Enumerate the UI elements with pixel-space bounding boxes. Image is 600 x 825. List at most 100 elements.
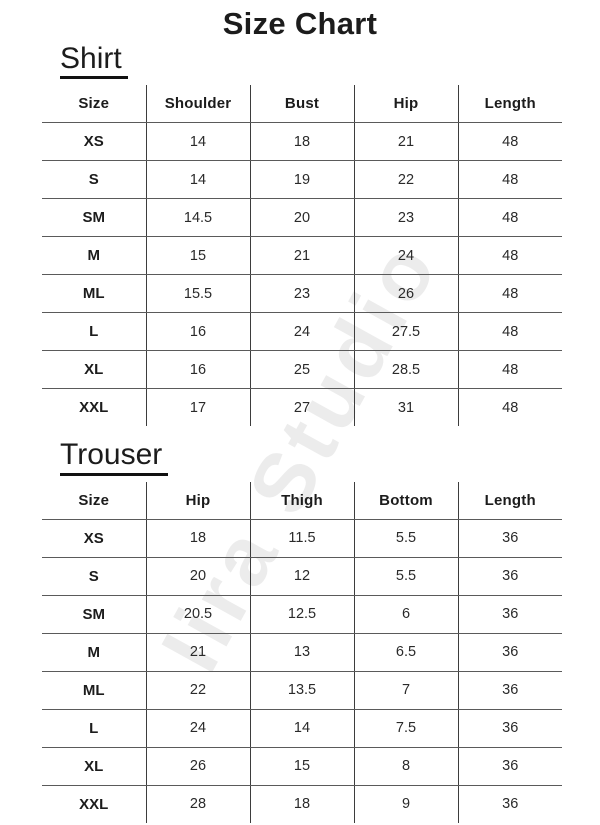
value-cell: 22 xyxy=(353,160,458,200)
value-cell: 14 xyxy=(145,122,250,162)
value-cell: 22 xyxy=(145,671,250,710)
table-row: SM 20.5 12.5 6 36 xyxy=(42,595,562,634)
value-cell: 48 xyxy=(457,350,562,390)
column-header: Bottom xyxy=(353,481,458,520)
value-cell: 12 xyxy=(249,557,354,596)
value-cell: 48 xyxy=(457,198,562,238)
value-cell: 26 xyxy=(353,274,458,314)
value-cell: 14 xyxy=(145,160,250,200)
column-header: Bust xyxy=(249,85,354,124)
value-cell: 36 xyxy=(457,633,562,672)
table-row: XXL 17 27 31 48 xyxy=(42,388,562,427)
table-row: XXL 28 18 9 36 xyxy=(42,785,562,823)
table-row: S 20 12 5.5 36 xyxy=(42,557,562,596)
value-cell: 36 xyxy=(457,519,562,558)
size-cell: M xyxy=(42,633,146,672)
size-cell: XS xyxy=(42,122,146,162)
table-row: ML 22 13.5 7 36 xyxy=(42,671,562,710)
table-row: S 14 19 22 48 xyxy=(42,160,562,200)
trouser-section: Trouser Size Hip Thigh Bottom Length XS 18 11.5… xyxy=(0,426,600,823)
value-cell: 18 xyxy=(145,519,250,558)
table-row: XL 26 15 8 36 xyxy=(42,747,562,786)
value-cell: 14.5 xyxy=(145,198,250,238)
page-title: Size Chart xyxy=(222,6,378,41)
value-cell: 31 xyxy=(353,388,458,427)
value-cell: 25 xyxy=(249,350,354,390)
shirt-section: Shirt Size Shoulder Bust Hip Length XS 14 18 21 4… xyxy=(0,42,600,427)
size-cell: XXL xyxy=(79,795,109,813)
size-cell: ML xyxy=(42,274,146,314)
value-cell: 48 xyxy=(457,122,562,162)
value-cell: 18 xyxy=(249,122,354,162)
value-cell: 36 xyxy=(457,747,562,786)
value-cell: 48 xyxy=(457,160,562,200)
table-row: L 16 24 27.5 48 xyxy=(42,312,562,352)
value-cell: 36 xyxy=(457,595,562,634)
column-header: Length xyxy=(457,481,562,520)
header-row: Size Hip Thigh Bottom Length xyxy=(42,481,562,520)
trouser-size-table: Size Hip Thigh Bottom Length XS 18 11.5 5.5 36 S 20… xyxy=(42,481,562,823)
column-header: Size xyxy=(42,85,146,124)
value-cell: 9 xyxy=(353,785,458,823)
value-cell: 7.5 xyxy=(353,709,458,748)
value-cell: 23 xyxy=(353,198,458,238)
value-cell: 48 xyxy=(457,312,562,352)
value-cell: 23 xyxy=(249,274,354,314)
size-cell: SM xyxy=(42,595,146,634)
value-cell: 36 xyxy=(457,785,562,823)
size-cell: XS xyxy=(42,519,146,558)
value-cell: 15 xyxy=(249,747,354,786)
table-row: ML 15.5 23 26 48 xyxy=(42,274,562,314)
value-cell: 16 xyxy=(145,312,250,352)
value-cell: 28 xyxy=(145,785,250,823)
table-row: M 15 21 24 48 xyxy=(42,236,562,276)
size-cell: XL xyxy=(42,350,146,390)
trouser-heading: Trouser xyxy=(60,438,169,476)
column-header: Size xyxy=(42,481,146,520)
column-header: Hip xyxy=(353,85,458,124)
value-cell: 27 xyxy=(249,388,354,427)
value-cell: 27.5 xyxy=(353,312,458,352)
value-cell: 13 xyxy=(249,633,354,672)
value-cell: 15 xyxy=(145,236,250,276)
value-cell: 21 xyxy=(249,236,354,276)
value-cell: 36 xyxy=(457,557,562,596)
value-cell: 5.5 xyxy=(353,519,458,558)
column-header: Shoulder xyxy=(145,85,250,124)
size-cell: XXL xyxy=(79,399,109,417)
size-cell: L xyxy=(42,709,146,748)
value-cell: 24 xyxy=(145,709,250,748)
value-cell: 48 xyxy=(457,236,562,276)
value-cell: 26 xyxy=(145,747,250,786)
shirt-heading: Shirt xyxy=(60,42,128,80)
header-row: Size Shoulder Bust Hip Length xyxy=(42,85,562,124)
size-cell: S xyxy=(42,160,146,200)
value-cell: 36 xyxy=(457,671,562,710)
value-cell: 19 xyxy=(249,160,354,200)
table-row: M 21 13 6.5 36 xyxy=(42,633,562,672)
value-cell: 20 xyxy=(249,198,354,238)
table-row: SM 14.5 20 23 48 xyxy=(42,198,562,238)
size-cell: ML xyxy=(42,671,146,710)
table-row: L 24 14 7.5 36 xyxy=(42,709,562,748)
value-cell: 13.5 xyxy=(249,671,354,710)
value-cell: 11.5 xyxy=(249,519,354,558)
size-cell: S xyxy=(42,557,146,596)
value-cell: 15.5 xyxy=(145,274,250,314)
table-row: XS 14 18 21 48 xyxy=(42,122,562,162)
value-cell: 48 xyxy=(457,274,562,314)
value-cell: 14 xyxy=(249,709,354,748)
size-cell: XL xyxy=(42,747,146,786)
column-header: Length xyxy=(457,85,562,124)
value-cell: 20 xyxy=(145,557,250,596)
value-cell: 28.5 xyxy=(353,350,458,390)
value-cell: 7 xyxy=(353,671,458,710)
value-cell: 6.5 xyxy=(353,633,458,672)
value-cell: 24 xyxy=(353,236,458,276)
value-cell: 5.5 xyxy=(353,557,458,596)
value-cell: 6 xyxy=(353,595,458,634)
table-row: XL 16 25 28.5 48 xyxy=(42,350,562,390)
value-cell: 8 xyxy=(353,747,458,786)
value-cell: 36 xyxy=(457,709,562,748)
